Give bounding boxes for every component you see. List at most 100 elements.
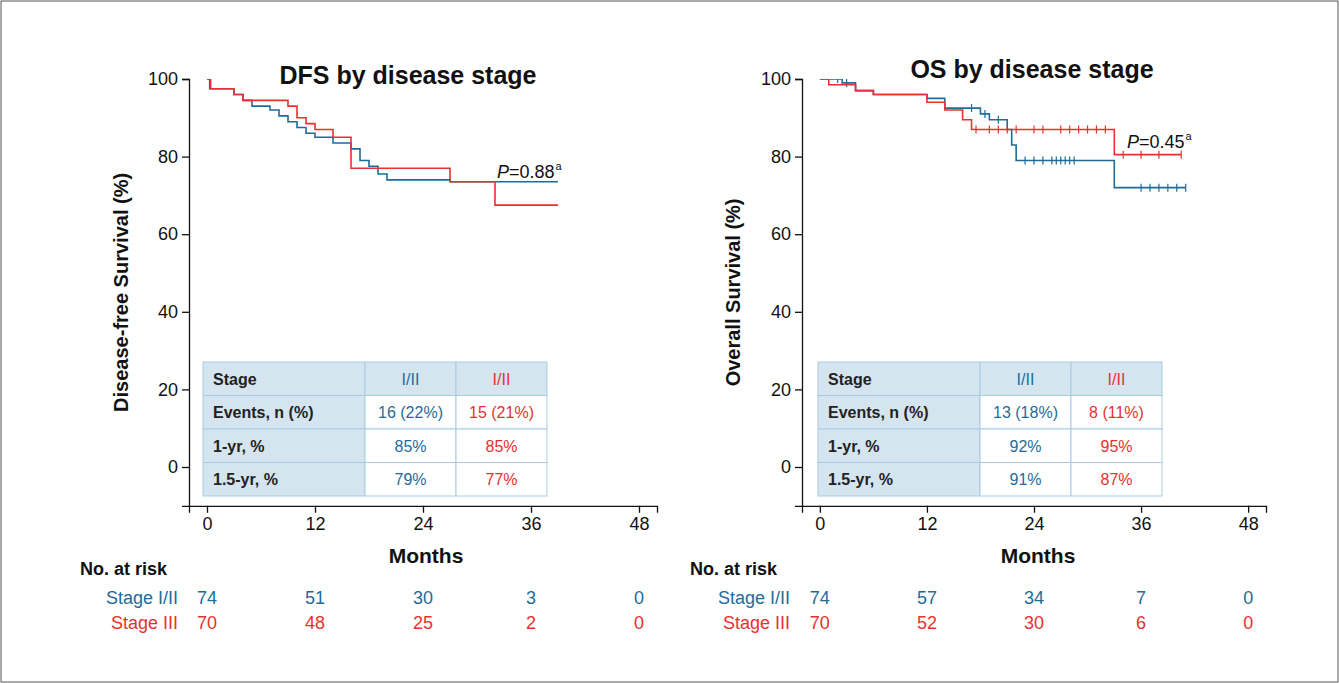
- y-tick: 20: [158, 380, 189, 400]
- table-cell: [818, 362, 980, 396]
- x-tick-label: 24: [1024, 514, 1044, 534]
- x-tick: 0: [815, 506, 825, 534]
- y-tick-label: 20: [158, 380, 178, 400]
- y-tick-mark: [795, 234, 802, 235]
- x-tick: 24: [413, 506, 433, 534]
- at-risk-count: 7: [1136, 588, 1146, 608]
- y-tick: 100: [761, 69, 802, 89]
- y-tick: 0: [781, 457, 802, 477]
- summary-table: StageI/III/IIEvents, n (%)16 (22%)15 (21…: [203, 362, 547, 496]
- table-row-label: 1.5-yr, %: [213, 471, 278, 488]
- table-value: 85%: [485, 438, 517, 455]
- y-tick-mark: [795, 156, 802, 157]
- y-tick-mark: [795, 312, 802, 313]
- censor-mark: [1033, 125, 1034, 133]
- y-tick-mark: [182, 312, 189, 313]
- x-tick-label: 0: [202, 514, 212, 534]
- y-tick-label: 60: [158, 224, 178, 244]
- table-value: 16 (22%): [378, 404, 443, 421]
- x-tick-mark: [820, 506, 821, 513]
- x-tick: 48: [1239, 506, 1259, 534]
- y-tick: 40: [158, 302, 189, 322]
- x-axis: 0 12 24 36 48: [803, 506, 1267, 534]
- censor-mark: [984, 110, 985, 118]
- at-risk-count: 51: [305, 588, 325, 608]
- table-cell: [1071, 362, 1162, 396]
- censor-mark: [1060, 125, 1061, 133]
- table-cell: [1071, 429, 1162, 463]
- x-tick-mark: [423, 506, 424, 513]
- at-risk-count: 3: [526, 588, 536, 608]
- censor-mark: [1158, 184, 1159, 192]
- table-cell: [818, 396, 980, 430]
- x-tick-label: 36: [1132, 514, 1152, 534]
- y-tick-label: 100: [148, 69, 178, 89]
- summary-table: StageI/III/IIEvents, n (%)13 (18%)8 (11%…: [818, 362, 1162, 496]
- chart-title: DFS by disease stage: [279, 61, 536, 89]
- figure: DFS by disease stage01224364802040608010…: [0, 0, 1339, 683]
- x-tick: 12: [917, 506, 937, 534]
- x-tick: 24: [1024, 506, 1044, 534]
- at-risk-count: 0: [1243, 613, 1253, 633]
- survival-curve: [820, 79, 1186, 188]
- y-tick: 20: [771, 380, 802, 400]
- x-tick: 12: [305, 506, 325, 534]
- censor-mark: [998, 116, 999, 124]
- at-risk-count: 74: [197, 588, 217, 608]
- table-value: 91%: [1009, 471, 1041, 488]
- table-cell: [456, 463, 547, 497]
- y-tick: 80: [158, 147, 189, 167]
- y-tick-mark: [795, 467, 802, 468]
- table-value: 87%: [1100, 471, 1132, 488]
- table-cell: [980, 362, 1071, 396]
- table-cell: [980, 429, 1071, 463]
- at-risk-count: 0: [634, 613, 644, 633]
- table-value: 77%: [485, 471, 517, 488]
- y-axis: 020406080100: [761, 69, 803, 506]
- y-tick-label: 40: [158, 302, 178, 322]
- y-axis-title: Disease-free Survival (%): [110, 173, 132, 412]
- censor-mark: [1149, 184, 1150, 192]
- table-value: 85%: [394, 438, 426, 455]
- x-tick-label: 48: [629, 514, 649, 534]
- x-tick-label: 12: [305, 514, 325, 534]
- x-axis-line: [190, 506, 658, 513]
- chart-panel: OS by disease stage012243648020406080100…: [690, 55, 1267, 633]
- table-value: I/II: [1108, 371, 1126, 388]
- x-tick: 36: [1132, 506, 1152, 534]
- table-value: I/II: [402, 371, 420, 388]
- y-tick: 80: [771, 147, 802, 167]
- at-risk-count: 48: [305, 613, 325, 633]
- x-axis-title: Months: [389, 544, 464, 567]
- censor-mark: [989, 125, 990, 133]
- x-tick-mark: [207, 506, 208, 513]
- x-tick-label: 48: [1239, 514, 1259, 534]
- y-axis-title: Overall Survival (%): [722, 198, 744, 386]
- y-tick-label: 100: [761, 69, 791, 89]
- y-tick-label: 80: [771, 147, 791, 167]
- table-cell: [365, 429, 456, 463]
- y-tick-mark: [182, 389, 189, 390]
- table-value: 13 (18%): [993, 404, 1058, 421]
- y-tick: 60: [771, 224, 802, 244]
- p-value: P=0.88: [497, 162, 555, 182]
- table-cell: [456, 429, 547, 463]
- at-risk-count: 0: [634, 588, 644, 608]
- table-row-label: 1-yr, %: [828, 438, 880, 455]
- at-risk-label: Stage III: [111, 613, 178, 633]
- table-cell: [365, 396, 456, 430]
- y-tick-mark: [182, 79, 189, 80]
- x-axis-line: [803, 506, 1267, 513]
- table-cell: [1071, 396, 1162, 430]
- censor-mark: [1051, 156, 1052, 164]
- at-risk-count: 52: [917, 613, 937, 633]
- at-risk-count: 6: [1136, 613, 1146, 633]
- at-risk-count: 0: [1243, 588, 1253, 608]
- at-risk-count: 70: [197, 613, 217, 633]
- table-value: 15 (21%): [469, 404, 534, 421]
- at-risk-count: 34: [1024, 588, 1044, 608]
- p-value: P=0.45: [1127, 132, 1185, 152]
- table-value: 8 (11%): [1089, 404, 1144, 421]
- table-cell: [203, 362, 365, 396]
- at-risk-count: 70: [810, 613, 830, 633]
